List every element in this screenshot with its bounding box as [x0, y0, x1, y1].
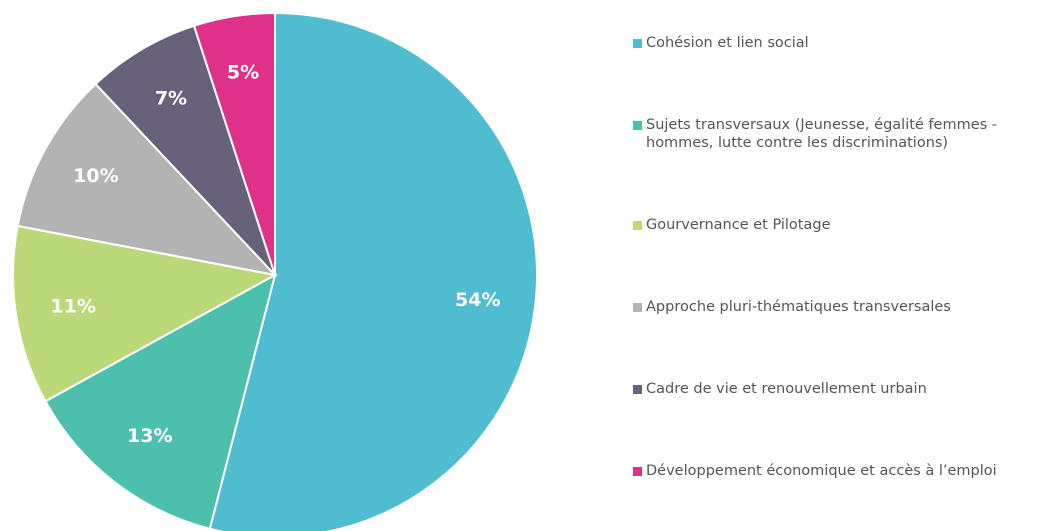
legend-label: Gourvernance et Pilotage [646, 217, 831, 233]
legend-swatch [633, 303, 642, 312]
slice [44, 273, 277, 530]
legend-label: Cadre de vie et renouvellement urbain [646, 381, 927, 397]
legend-label: Approche pluri-thématiques transversales [646, 299, 951, 315]
legend-swatch [633, 39, 642, 48]
legend: Cohésion et lien social Sujets transversa… [633, 34, 1048, 480]
legend-item: Approche pluri-thématiques transversales [633, 298, 1048, 316]
legend-item: Cadre de vie et renouvellement urbain [633, 380, 1048, 398]
legend-item: Cohésion et lien social [633, 34, 1048, 52]
slice [12, 224, 278, 403]
legend-swatch [633, 121, 642, 130]
legend-label: Cohésion et lien social [646, 35, 809, 51]
data-label: 13% [127, 425, 172, 447]
pie: 54% 13% 11% 10% 7% 5% [12, 11, 538, 531]
legend-label: Développement économique et accès à l’em… [646, 463, 997, 479]
data-label: 11% [50, 295, 95, 317]
legend-swatch [633, 467, 642, 476]
legend-item: Développement économique et accès à l’em… [633, 462, 1048, 480]
slice [94, 24, 276, 276]
legend-swatch [633, 221, 642, 230]
legend-label: Sujets transversaux (Jeunesse, égalité f… [646, 117, 998, 151]
data-label: 10% [73, 165, 118, 187]
legend-swatch [633, 385, 642, 394]
legend-item: Sujets transversaux (Jeunesse, égalité f… [633, 116, 1048, 152]
data-label: 7% [155, 88, 187, 110]
data-label: 54% [455, 289, 500, 311]
slice [192, 11, 276, 276]
slice [16, 82, 278, 277]
slice [208, 11, 538, 531]
legend-item: Gourvernance et Pilotage [633, 216, 1048, 234]
data-label: 5% [227, 62, 259, 84]
